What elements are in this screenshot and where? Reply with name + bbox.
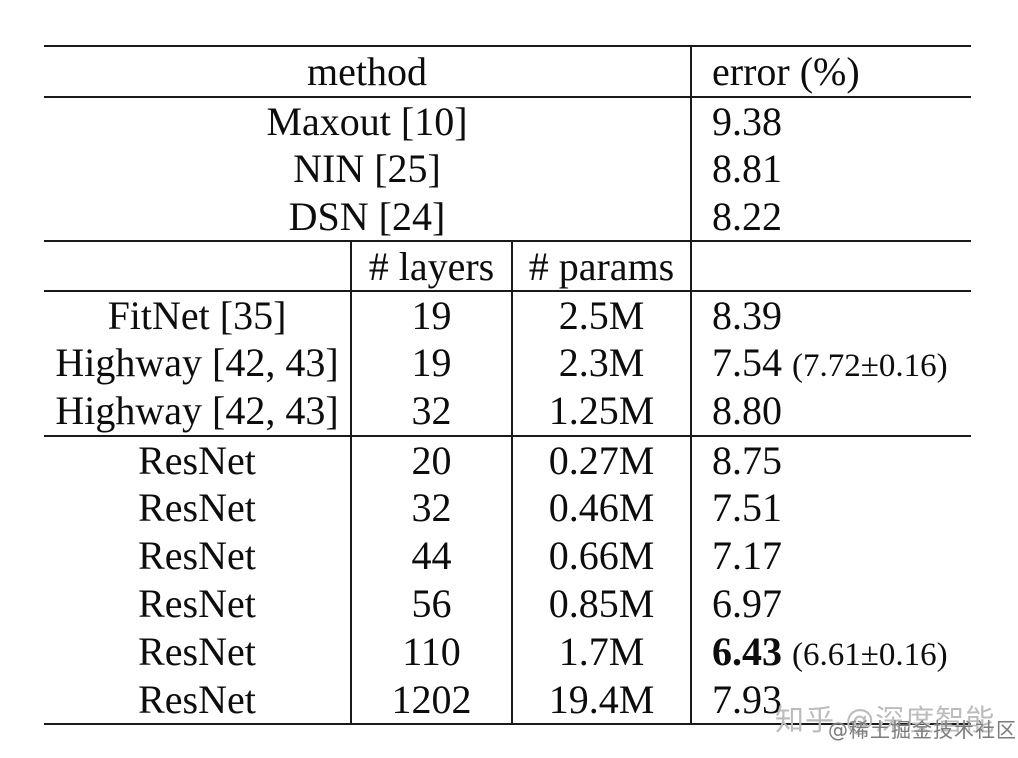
table-row: ResNet 44 0.66M 7.17 [44, 531, 971, 579]
params-cell: 0.85M [511, 579, 690, 627]
subheader-empty [44, 242, 350, 290]
params-cell: 2.3M [511, 338, 690, 386]
method-cell: DSN [24] [288, 193, 446, 239]
params-cell: 1.25M [511, 386, 690, 435]
error-cell: 8.22 [690, 192, 971, 240]
params-cell: 0.66M [511, 531, 690, 579]
table-row: Highway [42, 43] 19 2.3M 7.54 (7.72±0.16) [44, 338, 971, 386]
table-subheader-row: # layers # params [44, 240, 971, 290]
layers-cell: 110 [350, 627, 511, 675]
params-cell: 2.5M [511, 292, 690, 338]
table-row: ResNet 20 0.27M 8.75 [44, 435, 971, 483]
method-cell: FitNet [35] [107, 292, 287, 338]
method-cell: Highway [42, 43] [55, 388, 339, 433]
method-cell: ResNet [138, 580, 256, 626]
layers-cell: 20 [350, 437, 511, 483]
error-cell: 7.51 [690, 483, 971, 531]
layers-cell: 32 [350, 386, 511, 435]
method-cell: ResNet [138, 676, 256, 722]
error-cell: 8.81 [690, 144, 971, 192]
juejin-watermark: @稀土掘金技术社区 [828, 718, 1017, 742]
error-value: 7.51 [712, 484, 782, 530]
table-row: ResNet 56 0.85M 6.97 [44, 579, 971, 627]
table-row: FitNet [35] 19 2.5M 8.39 [44, 290, 971, 338]
error-value: 7.54 [712, 339, 782, 385]
subheader-layers: # layers [350, 242, 511, 290]
params-cell: 0.27M [511, 437, 690, 483]
error-value: 8.75 [712, 437, 782, 483]
error-cell: 7.17 [690, 531, 971, 579]
error-value: 8.39 [712, 292, 782, 338]
layers-cell: 56 [350, 579, 511, 627]
error-stddev-note: (7.72±0.16) [792, 347, 948, 384]
layers-cell: 1202 [350, 675, 511, 723]
method-cell: ResNet [138, 628, 256, 674]
error-cell: 6.43 (6.61±0.16) [690, 627, 971, 675]
table-row: ResNet 110 1.7M 6.43 (6.61±0.16) [44, 627, 971, 675]
table-header-row: method error (%) [44, 47, 971, 96]
error-cell: 6.97 [690, 579, 971, 627]
layers-cell: 19 [350, 292, 511, 338]
method-cell: ResNet [138, 532, 256, 578]
header-error: error (%) [690, 47, 971, 96]
subheader-error-empty [690, 242, 971, 290]
method-cell: NIN [25] [293, 145, 441, 191]
zhihu-watermark: 知乎 @深度智能 [775, 703, 996, 737]
results-table: method error (%) Maxout [10] 9.38 NIN [2… [44, 45, 971, 725]
error-cell: 8.75 [690, 437, 971, 483]
error-cell: 7.93 [690, 675, 971, 723]
error-cell: 7.54 (7.72±0.16) [690, 338, 971, 386]
error-value: 7.93 [712, 676, 782, 722]
error-stddev-note: (6.61±0.16) [792, 636, 948, 673]
header-method: method [307, 49, 427, 94]
method-cell: Highway [42, 43] [55, 339, 339, 385]
method-cell: ResNet [138, 484, 256, 530]
table-row: DSN [24] 8.22 [44, 192, 971, 240]
table-row: Highway [42, 43] 32 1.25M 8.80 [44, 386, 971, 435]
table-row: NIN [25] 8.81 [44, 144, 971, 192]
layers-cell: 32 [350, 483, 511, 531]
table-row: Maxout [10] 9.38 [44, 96, 971, 144]
error-value: 6.97 [712, 580, 782, 626]
error-cell: 9.38 [690, 98, 971, 144]
subheader-params: # params [511, 242, 690, 290]
params-cell: 1.7M [511, 627, 690, 675]
error-cell: 8.39 [690, 292, 971, 338]
layers-cell: 44 [350, 531, 511, 579]
method-cell: ResNet [138, 437, 256, 483]
best-error-value: 6.43 [712, 628, 782, 674]
layers-cell: 19 [350, 338, 511, 386]
method-cell: Maxout [10] [266, 98, 468, 144]
error-value: 7.17 [712, 532, 782, 578]
params-cell: 0.46M [511, 483, 690, 531]
error-cell: 8.80 [690, 386, 971, 435]
params-cell: 19.4M [511, 675, 690, 723]
table-row: ResNet 1202 19.4M 7.93 [44, 675, 971, 723]
table-row: ResNet 32 0.46M 7.51 [44, 483, 971, 531]
error-value: 8.80 [712, 388, 782, 433]
